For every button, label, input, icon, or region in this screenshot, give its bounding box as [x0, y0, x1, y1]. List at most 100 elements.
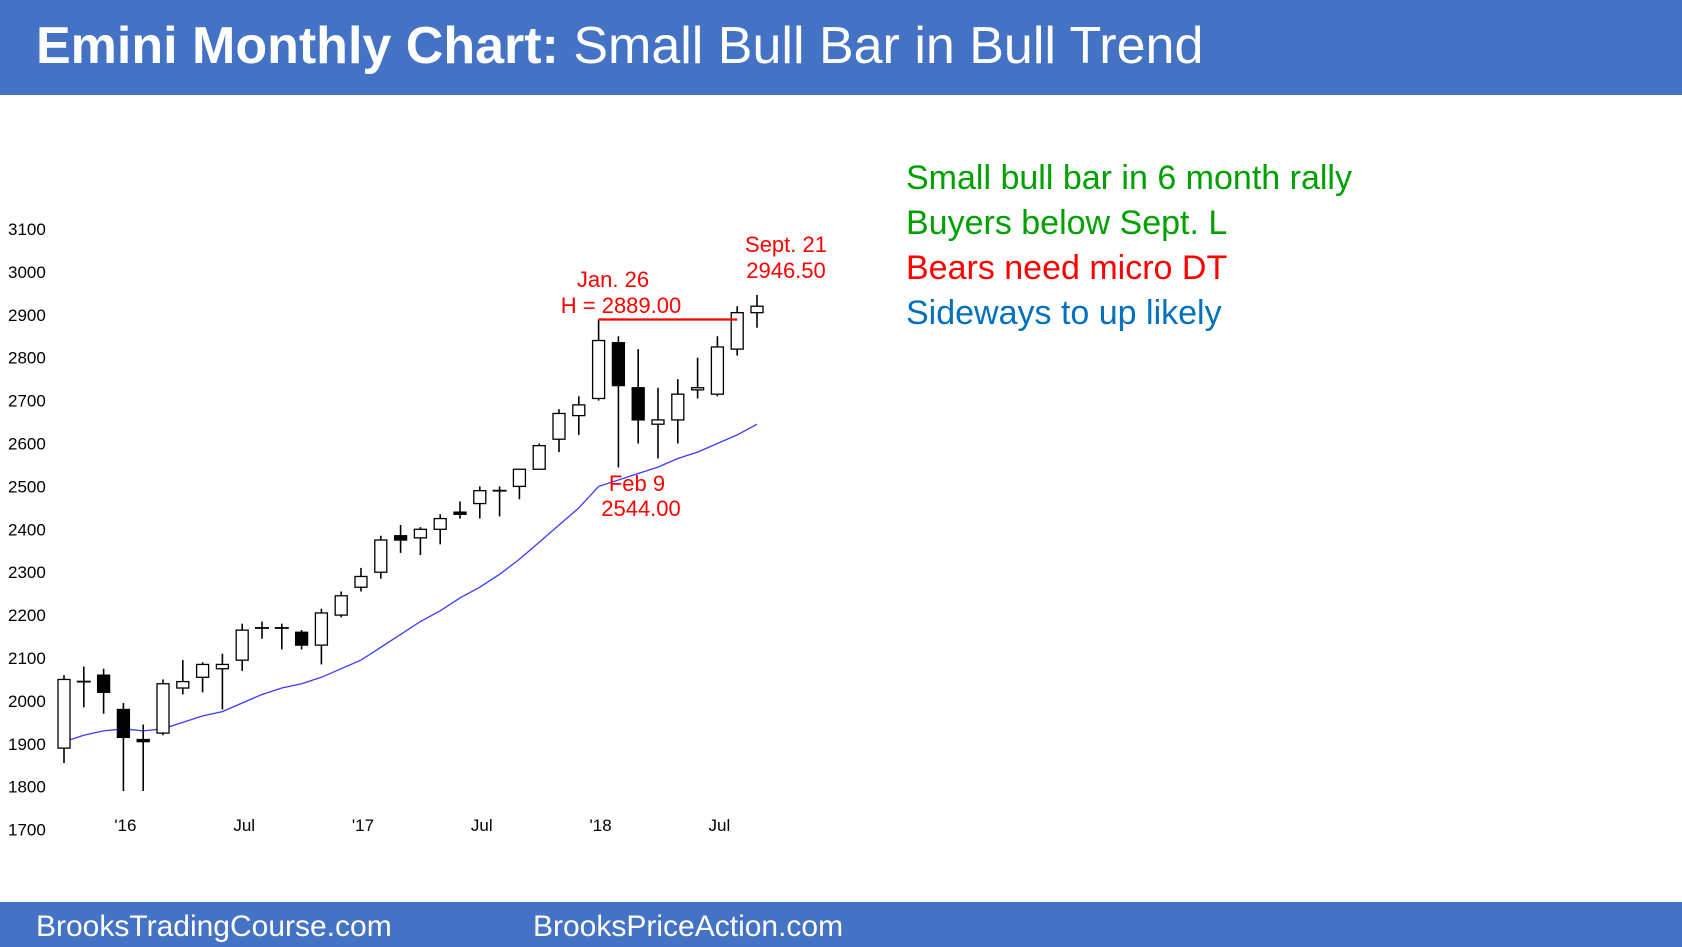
candle-body — [512, 468, 527, 488]
x-tick-label: '16 — [114, 816, 136, 835]
commentary-line-4: Sideways to up likely — [906, 294, 1222, 332]
x-tick-label: Jul — [471, 816, 493, 835]
annotation-sept21-date: Sept. 21 — [745, 232, 827, 257]
y-tick-label: 2100 — [8, 649, 46, 668]
candle-body — [354, 575, 368, 588]
footer-link-brooks-trading-course[interactable]: BrooksTradingCourse.com — [36, 910, 392, 943]
commentary-list: Small bull bar in 6 month rally Buyers b… — [906, 156, 1352, 336]
y-tick-label: 3000 — [8, 263, 46, 282]
y-axis: 1700 1800 1900 2000 2100 2200 2300 2400 2500 2600… — [8, 220, 46, 840]
commentary-line-1: Small bull bar in 6 month rally — [906, 159, 1352, 197]
bear-candle — [136, 724, 150, 791]
bull-candle — [176, 660, 190, 695]
commentary-line-3: Bears need micro DT — [906, 249, 1228, 287]
bear-candle — [611, 336, 626, 468]
bull-candle — [413, 527, 428, 556]
annotation-jan26-date: Jan. 26 — [577, 267, 649, 292]
annotation-feb9-value: 2544.00 — [601, 496, 681, 521]
candle-body — [314, 612, 329, 646]
bull-candle — [334, 591, 348, 618]
candle-body — [116, 708, 131, 739]
candle-layer — [57, 294, 764, 791]
bull-candle — [255, 621, 269, 639]
candle-body — [195, 663, 210, 678]
bear-candle — [294, 630, 309, 650]
candle-body — [552, 412, 566, 440]
bull-candle — [274, 623, 289, 650]
bull-candle — [710, 336, 725, 397]
x-tick-label: Jul — [709, 816, 731, 835]
y-tick-label: 1700 — [8, 821, 46, 840]
bull-candle — [433, 514, 447, 545]
candle-body — [413, 528, 428, 539]
header-bar: Emini Monthly Chart: Small Bull Bar in B… — [0, 0, 1682, 95]
footer-link-brooks-price-action[interactable]: BrooksPriceAction.com — [533, 910, 844, 943]
y-tick-label: 2000 — [8, 692, 46, 711]
y-tick-label: 2300 — [8, 563, 46, 582]
candle-body — [393, 535, 408, 541]
page-title-rest: Small Bull Bar in Bull Trend — [573, 17, 1204, 75]
candle-body — [671, 393, 685, 421]
bear-candle — [393, 525, 408, 553]
annotation-feb9-date: Feb 9 — [609, 471, 665, 496]
candle-body — [473, 490, 487, 505]
bear-candle — [116, 703, 131, 791]
candle-body — [57, 678, 71, 749]
candle-body — [730, 312, 744, 350]
footer-bar: BrooksTradingCourse.com BrooksPriceActio… — [0, 902, 1682, 947]
y-tick-label: 1800 — [8, 778, 46, 797]
bull-candle — [374, 535, 388, 579]
candle-body — [374, 539, 388, 573]
candle-body — [215, 663, 230, 670]
y-tick-label: 2900 — [8, 306, 46, 325]
bull-candle — [572, 396, 586, 435]
bull-candle — [512, 468, 527, 500]
x-tick-label: Jul — [233, 816, 255, 835]
bear-candle — [96, 668, 111, 714]
page-title: Emini Monthly Chart: Small Bull Bar in B… — [36, 14, 1203, 78]
y-tick-label: 2600 — [8, 435, 46, 454]
bull-candle — [215, 653, 230, 710]
bull-candle — [690, 357, 705, 399]
commentary-line-2: Buyers below Sept. L — [906, 204, 1228, 242]
bull-candle — [532, 443, 546, 470]
bull-candle — [730, 306, 744, 356]
candle-body — [651, 419, 665, 425]
bull-candle — [156, 679, 170, 736]
candle-body — [591, 339, 606, 400]
y-tick-label: 3100 — [8, 220, 46, 239]
candle-body — [176, 680, 190, 689]
bull-candle — [492, 486, 507, 517]
candle-body — [156, 683, 170, 734]
y-tick-label: 2500 — [8, 477, 46, 496]
bear-candle — [453, 501, 467, 519]
bull-candle — [591, 319, 606, 401]
candle-body — [690, 387, 705, 391]
candle-body — [631, 387, 645, 421]
candle-body — [532, 444, 546, 470]
x-tick-label: '17 — [352, 816, 374, 835]
candle-body — [453, 511, 467, 515]
candle-body — [611, 342, 626, 387]
y-tick-label: 2800 — [8, 349, 46, 368]
x-tick-label: '18 — [590, 816, 612, 835]
y-tick-label: 1900 — [8, 735, 46, 754]
bull-candle — [354, 567, 368, 592]
page-title-bold: Emini Monthly Chart: — [36, 17, 559, 75]
bear-candle — [631, 349, 645, 444]
y-tick-label: 2200 — [8, 606, 46, 625]
bull-candle — [671, 379, 685, 444]
candle-body — [710, 346, 725, 395]
candlestick-chart: 1700 1800 1900 2000 2100 2200 2300 2400 2500 2600… — [8, 220, 827, 840]
moving-average-layer — [63, 423, 758, 743]
candle-body — [294, 631, 309, 646]
bull-candle — [76, 666, 91, 708]
candle-body — [96, 674, 111, 693]
candle-body — [334, 595, 348, 616]
bull-candle — [651, 387, 665, 459]
annotation-jan26-high: H = 2889.00 — [561, 293, 681, 318]
annotation-layer: Jan. 26 H = 2889.00 Sept. 21 2946.50 Feb… — [561, 232, 827, 521]
bull-candle — [235, 623, 249, 671]
bull-candle — [57, 675, 71, 764]
bull-candle — [195, 662, 210, 693]
